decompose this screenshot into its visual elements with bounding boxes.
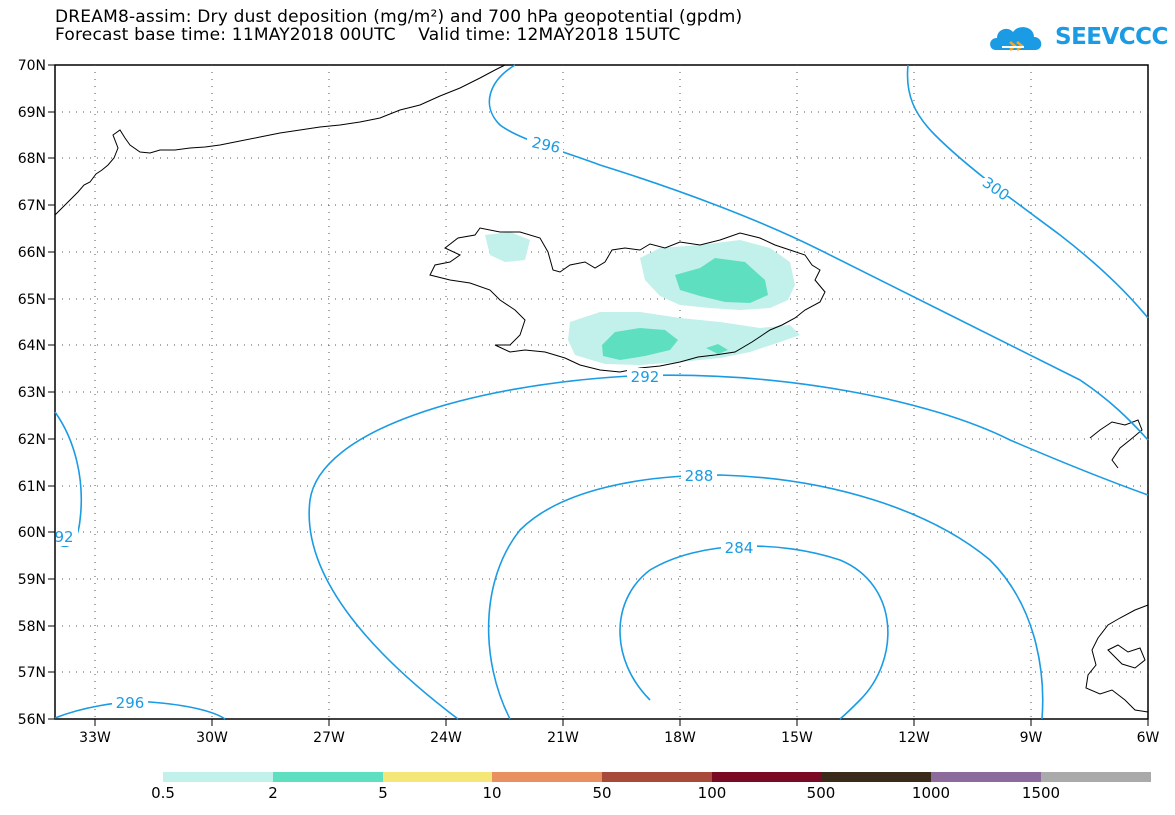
lat-label: 58N	[18, 619, 46, 635]
lat-label: 57N	[18, 665, 46, 681]
contour-label-292-left: 92	[54, 528, 73, 546]
contour-label-296: 296	[530, 133, 562, 157]
cloud-logo-icon	[990, 27, 1042, 51]
lat-label: 63N	[18, 385, 46, 401]
contour-292-main	[308, 374, 1149, 720]
lat-label: 66N	[18, 245, 46, 261]
lon-label: 21W	[547, 730, 579, 746]
legend-swatch	[602, 772, 712, 782]
lat-label: 65N	[18, 292, 46, 308]
lon-label: 30W	[196, 730, 228, 746]
legend-label: 50	[592, 784, 612, 802]
contour-label-284: 284	[725, 539, 754, 557]
lat-label: 59N	[18, 572, 46, 588]
graticule	[55, 65, 1148, 719]
iceland-coastline	[429, 227, 826, 373]
scotland-islands	[1107, 644, 1146, 669]
lat-label: 60N	[18, 525, 46, 541]
lat-label: 61N	[18, 479, 46, 495]
legend-swatch	[1041, 772, 1152, 782]
lon-label: 18W	[664, 730, 696, 746]
lat-label: 64N	[18, 338, 46, 354]
lon-label: 27W	[313, 730, 345, 746]
contour-label-288: 288	[685, 467, 714, 485]
contour-288	[487, 474, 1044, 720]
tick-marks	[48, 64, 1149, 726]
legend-swatch	[492, 772, 603, 782]
legend-swatch	[382, 772, 493, 782]
legend-label: 0.5	[151, 784, 175, 802]
contour-300	[906, 64, 1149, 319]
lon-label: 15W	[781, 730, 813, 746]
lon-label: 9W	[1020, 730, 1043, 746]
lon-label: 6W	[1137, 730, 1160, 746]
legend-color-bar	[163, 772, 1152, 782]
lat-label: 62N	[18, 432, 46, 448]
lon-label: 12W	[898, 730, 930, 746]
legend-swatch	[821, 772, 932, 782]
map-title-line2: Forecast base time: 11MAY2018 00UTC Vali…	[55, 25, 681, 45]
contour-296-north	[488, 64, 1149, 441]
lon-label: 33W	[79, 730, 111, 746]
scotland-coastline	[1085, 604, 1149, 713]
legend-label: 10	[482, 784, 502, 802]
greenland-coastline	[54, 64, 506, 216]
legend-label: 1500	[1021, 784, 1061, 802]
legend-swatch	[272, 772, 383, 782]
legend-swatch	[931, 772, 1042, 782]
legend-label: 2	[268, 784, 278, 802]
lat-label: 67N	[18, 198, 46, 214]
lat-label: 69N	[18, 105, 46, 121]
contour-label-296-south: 296	[116, 694, 145, 712]
lat-label: 70N	[18, 58, 46, 74]
legend-swatch	[163, 772, 273, 782]
geopotential-contours	[54, 64, 1149, 720]
norway-coastline	[1089, 419, 1143, 469]
lat-label: 68N	[18, 151, 46, 167]
legend-label: 500	[806, 784, 836, 802]
legend-label: 100	[697, 784, 727, 802]
legend-label: 1000	[911, 784, 951, 802]
contour-296-south	[54, 700, 226, 720]
lat-label: 56N	[18, 712, 46, 728]
dust-deposition-shading	[485, 232, 800, 365]
contour-292	[54, 411, 83, 547]
map-title-line1: DREAM8-assim: Dry dust deposition (mg/m²…	[55, 7, 743, 27]
logo-text: SEEVCCC	[1055, 24, 1168, 50]
lon-label: 24W	[430, 730, 462, 746]
legend-swatch	[711, 772, 822, 782]
contour-284	[619, 545, 889, 720]
contour-label-292: 292	[631, 368, 660, 386]
legend-label: 5	[378, 784, 388, 802]
